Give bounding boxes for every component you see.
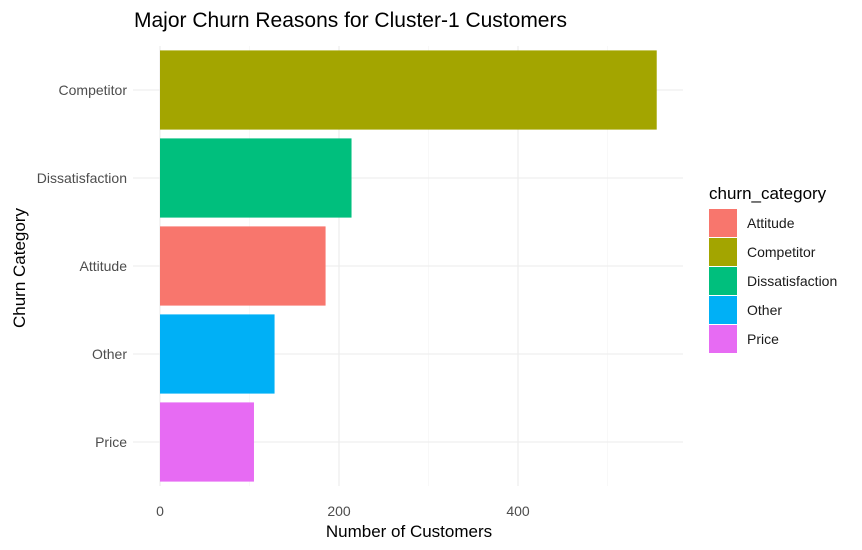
legend-label: Competitor [747,244,816,260]
legend-label: Attitude [747,215,795,231]
y-tick-labels: Competitor Dissatisfaction Attitude Other Pr… [37,82,128,450]
y-axis-title: Churn Category [10,208,29,329]
y-tick-label: Price [95,434,127,450]
chart-title: Major Churn Reasons for Cluster-1 Custom… [134,9,567,32]
x-tick-labels: 0 200 400 [156,503,530,519]
x-tick-label: 200 [327,503,351,519]
legend-key-competitor [709,238,737,266]
y-tick-label: Attitude [80,258,128,274]
legend-label: Other [747,302,782,318]
bar-competitor [160,50,657,130]
y-tick-label: Other [92,346,127,362]
legend-key-other [709,296,737,324]
legend-label: Dissatisfaction [747,273,837,289]
legend-label: Price [747,331,779,347]
y-tick-label: Competitor [59,82,128,98]
x-axis-title: Number of Customers [326,522,492,541]
x-tick-label: 0 [156,503,164,519]
x-tick-label: 400 [506,503,530,519]
legend-key-price [709,325,737,353]
bar-attitude [160,226,326,306]
legend-key-attitude [709,209,737,237]
legend: churn_category Attitude Competitor Dissati… [709,184,837,353]
bar-other [160,314,275,394]
legend-key-dissatisfaction [709,267,737,295]
legend-title: churn_category [709,184,827,203]
bar-dissatisfaction [160,138,352,218]
bar-price [160,402,254,482]
y-tick-label: Dissatisfaction [37,170,127,186]
bars [160,50,657,482]
